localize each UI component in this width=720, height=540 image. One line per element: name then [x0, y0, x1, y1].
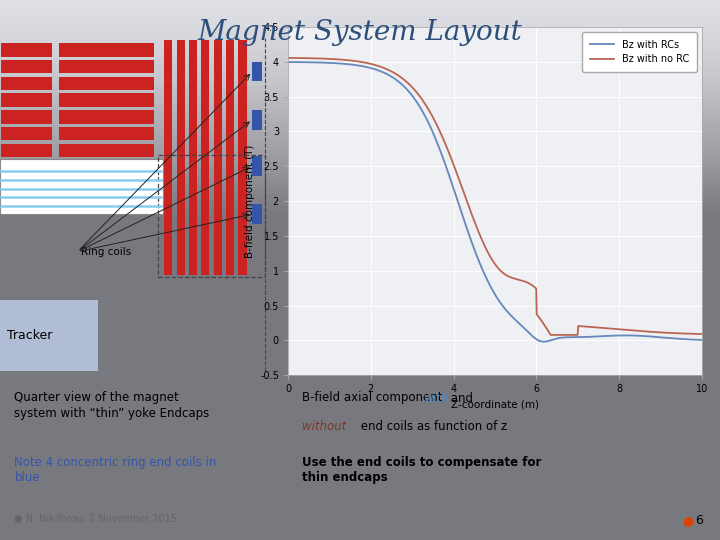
Y-axis label: B-field component (T): B-field component (T) [245, 145, 255, 258]
Bar [214, 39, 222, 275]
Text: ●: ● [682, 514, 693, 527]
Bar [59, 160, 154, 174]
Legend: Bz with RCs, Bz with no RC: Bz with RCs, Bz with no RC [582, 32, 697, 72]
Bar [1, 110, 52, 124]
Bz with no RC [284, 55, 292, 61]
Line: Bz with no RC: Bz with no RC [288, 58, 702, 335]
Bz with RCs [535, 338, 544, 344]
Bar [1, 77, 52, 90]
Bar [202, 39, 210, 275]
Text: without: without [302, 420, 347, 433]
Bar [1, 160, 52, 174]
Bar [252, 110, 262, 130]
Bz with no RC [548, 332, 557, 338]
Bar [1, 93, 52, 107]
Bar [59, 144, 154, 157]
Text: Magnet System Layout: Magnet System Layout [197, 19, 523, 46]
Bz with RCs [598, 333, 607, 340]
Text: Tracker: Tracker [7, 329, 53, 342]
Text: 6: 6 [695, 514, 703, 527]
Bz with no RC [641, 328, 649, 335]
Bar [252, 204, 262, 224]
Bz with RCs [548, 336, 557, 343]
Bar [0, 300, 98, 371]
Bar [252, 156, 262, 176]
Bar [59, 60, 154, 73]
Text: with: with [423, 392, 449, 404]
Text: B-field axial component: B-field axial component [302, 392, 446, 404]
Bar [176, 39, 184, 275]
Bz with RCs [284, 59, 292, 65]
Bar [158, 156, 265, 276]
Text: end coils as function of z: end coils as function of z [357, 420, 508, 433]
Line: Bz with RCs: Bz with RCs [288, 62, 702, 342]
X-axis label: Z-coordinate (m): Z-coordinate (m) [451, 400, 539, 410]
Bz with no RC [598, 325, 607, 331]
Bar [1, 177, 52, 191]
Text: Use the end coils to compensate for
thin endcaps: Use the end coils to compensate for thin… [302, 456, 541, 484]
Bar [1, 144, 52, 157]
Bz with no RC [546, 332, 555, 338]
Bz with no RC [524, 280, 533, 286]
Bz with no RC [535, 314, 544, 321]
Bar [59, 110, 154, 124]
Bar [59, 43, 154, 57]
Bar [0, 159, 163, 214]
Bz with RCs [641, 333, 649, 339]
Bar [59, 127, 154, 140]
Bar [238, 39, 246, 275]
Bz with no RC [698, 331, 706, 338]
Text: Quarter view of the magnet
system with “thin” yoke Endcaps: Quarter view of the magnet system with “… [14, 392, 210, 420]
Bar [1, 43, 52, 57]
Text: Note 4 concentric ring end coils in
blue: Note 4 concentric ring end coils in blue [14, 456, 217, 484]
Bz with RCs [524, 329, 533, 335]
Bar [59, 93, 154, 107]
Bar [252, 62, 262, 82]
Bar [164, 39, 172, 275]
Bz with RCs [540, 339, 549, 345]
Bz with RCs [309, 59, 318, 65]
Bz with RCs [698, 337, 706, 343]
Bz with no RC [309, 55, 318, 62]
Text: and: and [447, 392, 473, 404]
Bar [1, 60, 52, 73]
Bar [1, 127, 52, 140]
Text: Ring coils: Ring coils [81, 247, 131, 256]
Bar [59, 77, 154, 90]
Bar [59, 177, 154, 191]
Text: ● N. Nikiforou, 2 November 2015: ● N. Nikiforou, 2 November 2015 [14, 514, 177, 524]
Bar [226, 39, 234, 275]
Bar [189, 39, 197, 275]
